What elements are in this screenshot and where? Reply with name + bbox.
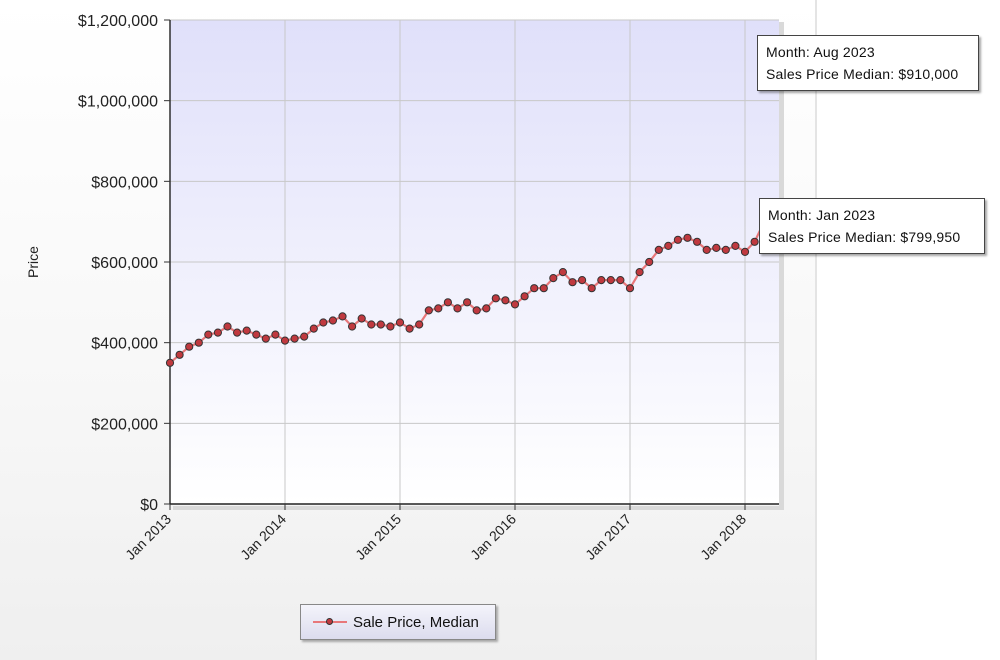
- data-point[interactable]: [731, 241, 740, 250]
- data-point[interactable]: [242, 326, 251, 335]
- data-point[interactable]: [338, 312, 347, 321]
- data-point[interactable]: [386, 322, 395, 331]
- data-point[interactable]: [616, 276, 625, 285]
- data-point[interactable]: [568, 278, 577, 287]
- y-tick-label: $0: [140, 497, 158, 514]
- y-axis-title: Price: [25, 246, 41, 278]
- data-point[interactable]: [367, 320, 376, 329]
- plot-shadow-bottom: [173, 506, 784, 510]
- y-tick-label: $400,000: [91, 336, 158, 353]
- y-tick-label: $1,000,000: [78, 94, 158, 111]
- x-tick-label: Jan 2016: [467, 511, 519, 563]
- plot-shadow: [779, 22, 784, 509]
- data-point[interactable]: [740, 247, 750, 256]
- legend-label: Sale Price, Median: [353, 613, 479, 631]
- data-point[interactable]: [635, 268, 644, 277]
- x-tick-label: Jan 2013: [122, 511, 174, 563]
- data-point[interactable]: [645, 257, 654, 267]
- data-point[interactable]: [415, 320, 424, 329]
- data-point[interactable]: [472, 306, 481, 315]
- data-point[interactable]: [290, 334, 299, 343]
- y-axis-tick-labels: $0 $200,000 $400,000 $600,000 $800,000 $1,000…: [78, 13, 170, 514]
- data-point[interactable]: [606, 276, 615, 285]
- data-point[interactable]: [233, 328, 242, 337]
- data-point[interactable]: [271, 330, 280, 339]
- data-point[interactable]: [376, 320, 385, 329]
- legend-marker-icon: [313, 616, 347, 628]
- data-point[interactable]: [348, 322, 357, 331]
- data-point[interactable]: [587, 284, 596, 293]
- data-point[interactable]: [549, 274, 558, 283]
- data-point[interactable]: [405, 324, 414, 333]
- data-point[interactable]: [491, 294, 500, 303]
- tooltip-value: Sales Price Median: $910,000: [766, 66, 959, 82]
- panel-divider: [815, 0, 817, 660]
- data-point[interactable]: [530, 284, 539, 293]
- tooltip-aug-2023: Month: Aug 2023 Sales Price Median: $910…: [757, 35, 979, 91]
- data-point[interactable]: [165, 358, 175, 367]
- data-point[interactable]: [185, 342, 194, 351]
- y-tick-label: $600,000: [91, 255, 158, 272]
- x-tick-label: Jan 2018: [697, 511, 749, 563]
- chart-svg: $0 $200,000 $400,000 $600,000 $800,000 $1,000…: [25, 13, 815, 563]
- data-point[interactable]: [328, 316, 337, 325]
- legend: Sale Price, Median: [300, 604, 496, 640]
- data-point[interactable]: [357, 314, 366, 323]
- data-point[interactable]: [625, 284, 635, 293]
- x-axis-tick-labels: Jan 2013 Jan 2014 Jan 2015 Jan 2016 Jan 2017…: [122, 504, 815, 563]
- data-point[interactable]: [520, 292, 529, 301]
- data-point[interactable]: [443, 298, 452, 307]
- data-point[interactable]: [463, 298, 472, 307]
- data-point[interactable]: [395, 318, 405, 327]
- chart-panel: $0 $200,000 $400,000 $600,000 $800,000 $1,000…: [0, 0, 815, 660]
- tooltip-jan-2023: Month: Jan 2023 Sales Price Median: $799…: [759, 198, 985, 254]
- data-point[interactable]: [664, 241, 673, 250]
- x-tick-label: Jan 2014: [237, 511, 289, 563]
- data-point[interactable]: [482, 304, 491, 313]
- data-point[interactable]: [434, 304, 443, 313]
- data-point[interactable]: [213, 328, 222, 337]
- tooltip-month: Month: Jan 2023: [768, 207, 876, 223]
- data-point[interactable]: [300, 332, 309, 341]
- data-point[interactable]: [309, 324, 318, 333]
- data-point[interactable]: [223, 322, 232, 331]
- data-point[interactable]: [424, 306, 433, 315]
- data-point[interactable]: [510, 300, 520, 309]
- data-point[interactable]: [261, 334, 270, 343]
- grid-lines: [170, 19, 779, 504]
- data-point[interactable]: [194, 338, 203, 347]
- data-point[interactable]: [702, 245, 711, 254]
- data-point[interactable]: [693, 237, 702, 246]
- data-point[interactable]: [280, 336, 290, 345]
- data-point[interactable]: [721, 245, 730, 254]
- y-tick-label: $800,000: [91, 174, 158, 191]
- data-point[interactable]: [175, 350, 184, 359]
- data-point[interactable]: [597, 276, 606, 285]
- data-point[interactable]: [750, 237, 759, 246]
- y-tick-label: $1,200,000: [78, 13, 158, 30]
- data-point[interactable]: [319, 318, 328, 327]
- x-tick-label: Jan 2015: [352, 511, 404, 563]
- data-point[interactable]: [578, 276, 587, 285]
- y-tick-label: $200,000: [91, 416, 158, 433]
- data-point[interactable]: [539, 284, 548, 293]
- data-point[interactable]: [252, 330, 261, 339]
- x-tick-label: Jan 2017: [582, 511, 634, 563]
- tooltip-month: Month: Aug 2023: [766, 44, 875, 60]
- tooltip-value: Sales Price Median: $799,950: [768, 229, 961, 245]
- data-point[interactable]: [204, 330, 213, 339]
- data-point[interactable]: [712, 243, 721, 252]
- data-point[interactable]: [673, 235, 683, 244]
- data-point[interactable]: [501, 296, 510, 305]
- data-point[interactable]: [683, 233, 692, 242]
- data-point[interactable]: [453, 304, 462, 313]
- data-point[interactable]: [654, 245, 663, 254]
- data-point[interactable]: [558, 268, 568, 277]
